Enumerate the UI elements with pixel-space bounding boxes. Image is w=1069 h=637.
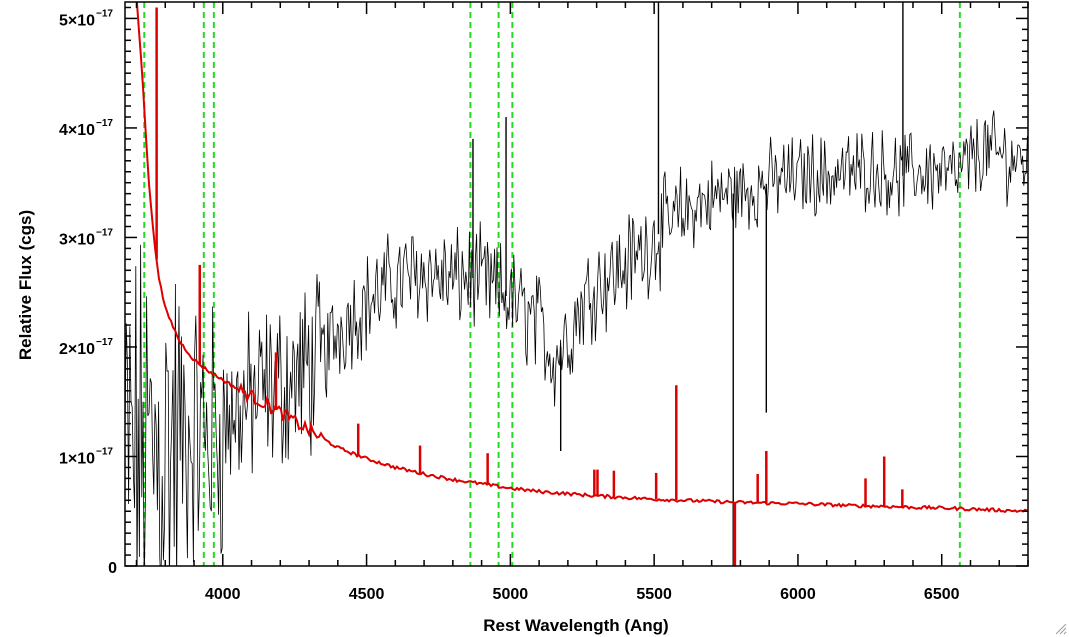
y-tick-label: 3×10 — [59, 231, 95, 248]
x-tick-label: 4500 — [349, 586, 385, 603]
y-tick-exponent: −17 — [96, 118, 113, 129]
y-tick-exponent: −17 — [96, 227, 113, 238]
y-tick-label: 4×10 — [59, 122, 95, 139]
red-model-line — [135, 2, 1028, 514]
plot-frame — [124, 1, 1029, 567]
red-model-group — [135, 2, 1028, 566]
y-tick-label: 2×10 — [59, 341, 95, 358]
x-tick-label: 6500 — [924, 586, 960, 603]
x-tick-label: 4000 — [205, 586, 241, 603]
y-axis-title: Relative Flux (cgs) — [16, 210, 35, 360]
vertical-line-group — [143, 2, 961, 566]
tick-group — [125, 2, 1029, 567]
x-tick-label: 6000 — [780, 586, 816, 603]
x-axis-title: Rest Wavelength (Ang) — [483, 616, 668, 635]
y-tick-exponent: −17 — [96, 8, 113, 19]
y-tick-exponent: −17 — [96, 446, 113, 457]
resize-grip-icon[interactable] — [1055, 623, 1067, 635]
y-tick-label: 0 — [108, 560, 117, 577]
black-spectrum-line — [125, 110, 1028, 566]
y-tick-label: 5×10 — [59, 12, 95, 29]
y-tick-exponent: −17 — [96, 337, 113, 348]
plot-border — [124, 1, 1029, 567]
y-tick-label: 1×10 — [59, 450, 95, 467]
x-tick-label: 5000 — [493, 586, 529, 603]
black-spectrum-group — [125, 2, 1028, 566]
x-tick-label: 5500 — [636, 586, 672, 603]
